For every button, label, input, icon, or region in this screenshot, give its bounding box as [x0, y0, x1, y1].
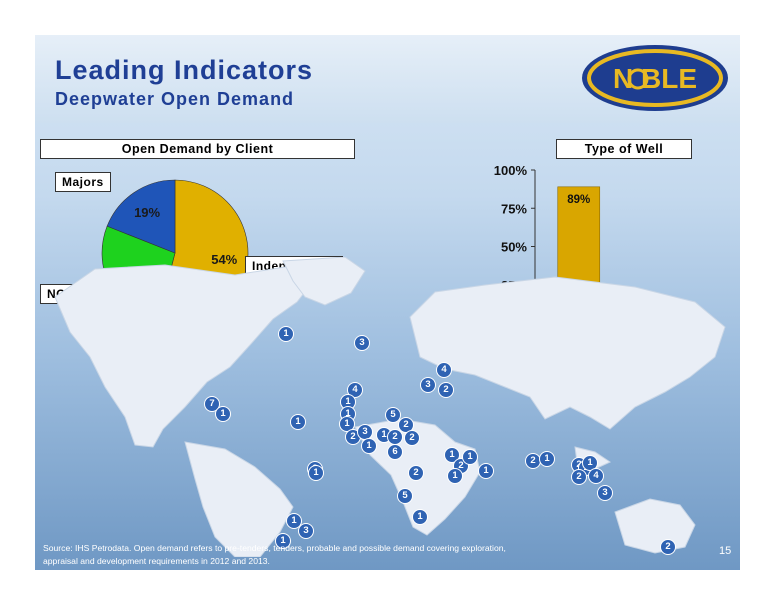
demand-marker: 2 [438, 382, 454, 398]
south-america-shape [184, 441, 294, 557]
bar-y-tick-label: 100% [494, 163, 528, 178]
demand-marker: 1 [290, 414, 306, 430]
bar-y-tick-label: 75% [501, 201, 527, 216]
north-america-shape [54, 264, 316, 448]
demand-marker: 2 [408, 465, 424, 481]
demand-marker: 1 [275, 533, 291, 549]
demand-marker: 1 [308, 465, 324, 481]
page-number: 15 [719, 545, 732, 557]
demand-marker: 5 [397, 488, 413, 504]
demand-marker: 5 [385, 407, 401, 423]
greenland-shape [282, 257, 366, 306]
demand-marker: 6 [387, 444, 403, 460]
source-note: Source: IHS Petrodata. Open demand refer… [43, 542, 506, 568]
demand-marker: 1 [278, 326, 294, 342]
noble-logo: N BLE [582, 45, 728, 111]
demand-marker: 1 [286, 513, 302, 529]
slide: Leading Indicators Deepwater Open Demand… [35, 35, 740, 570]
demand-marker: 1 [447, 468, 463, 484]
demand-marker: 3 [354, 335, 370, 351]
demand-marker: 4 [588, 468, 604, 484]
demand-marker: 3 [298, 523, 314, 539]
demand-marker: 3 [420, 377, 436, 393]
bar-y-tick-label: 50% [501, 240, 527, 255]
bar-panel-title: Type of Well [556, 139, 692, 159]
source-line-2: appraisal and development requirements i… [43, 556, 270, 566]
pie-label-independents: 54% [211, 252, 237, 267]
bar-value-label: 89% [567, 194, 590, 206]
eurasia-shape [409, 276, 726, 430]
demand-marker: 2 [387, 429, 403, 445]
page-subtitle: Deepwater Open Demand [55, 89, 295, 109]
demand-marker: 1 [215, 406, 231, 422]
demand-marker: 2 [404, 430, 420, 446]
pie-panel-title: Open Demand by Client [40, 139, 355, 159]
demand-marker: 2 [660, 539, 676, 555]
pie-slice-majors [106, 179, 176, 254]
source-line-1: Source: IHS Petrodata. Open demand refer… [43, 543, 506, 553]
demand-marker: 1 [478, 463, 494, 479]
demand-marker: 1 [462, 449, 478, 465]
demand-marker: 1 [539, 451, 555, 467]
demand-marker: 2 [571, 469, 587, 485]
pie-legend-majors: Majors [55, 172, 111, 192]
demand-marker: 1 [361, 438, 377, 454]
page-title: Leading Indicators [55, 55, 314, 85]
pie-label-majors: 19% [134, 205, 160, 220]
demand-marker: 3 [597, 485, 613, 501]
world-map [54, 257, 726, 557]
australia-shape [614, 498, 696, 554]
logo-text: N BLE [613, 63, 697, 94]
demand-marker: 1 [412, 509, 428, 525]
demand-marker: 4 [436, 362, 452, 378]
